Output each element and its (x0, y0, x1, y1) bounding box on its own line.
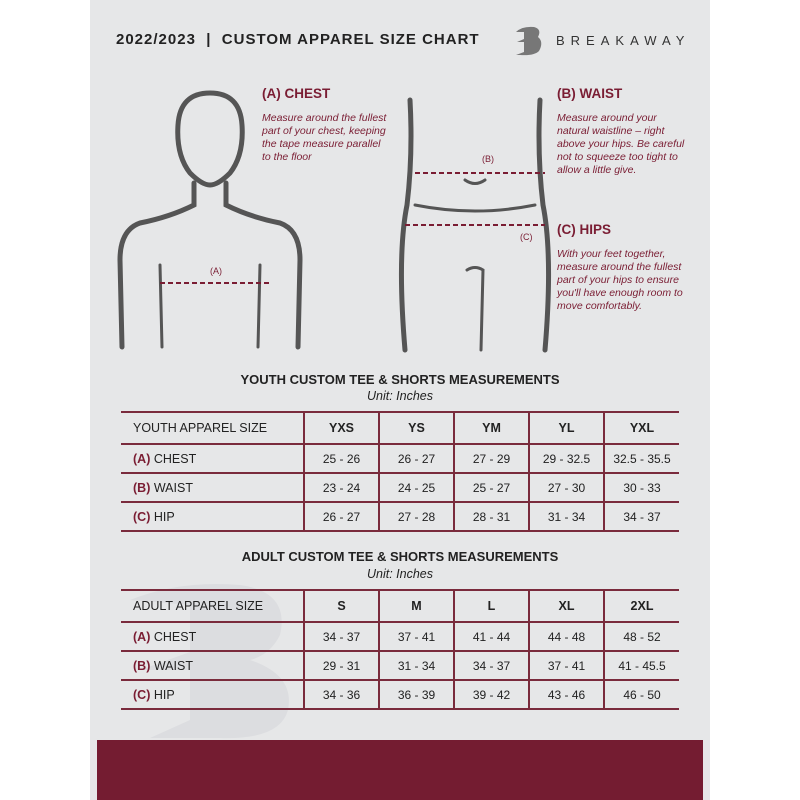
measurement-letter: (C) (133, 687, 151, 702)
header-row: ADULT APPAREL SIZE S M L XL 2XL (121, 589, 679, 623)
measurement-label: (A) CHEST (121, 443, 304, 474)
measurement-value: 46 - 50 (603, 679, 679, 710)
measurement-value: 25 - 26 (303, 443, 379, 474)
measurement-value: 41 - 44 (453, 621, 529, 652)
measurement-name: HIP (153, 687, 175, 702)
size-header: YXS (303, 411, 379, 445)
hips-description: With your feet together, measure around … (557, 248, 683, 312)
size-header: YXL (603, 411, 679, 445)
table-row: (B) WAIST 23 - 24 24 - 25 25 - 27 27 - 30 30 … (121, 472, 679, 503)
measurement-label: (A) CHEST (121, 621, 304, 652)
measurement-label: (C) HIP (121, 501, 304, 532)
size-label: YOUTH APPAREL SIZE (121, 411, 304, 445)
table-row: (A) CHEST 25 - 26 26 - 27 27 - 29 29 - 32.5 3… (121, 443, 679, 474)
size-header: S (303, 589, 379, 623)
measurement-letter: (B) (133, 480, 151, 495)
measurement-value: 43 - 46 (528, 679, 604, 710)
measurement-value: 32.5 - 35.5 (603, 443, 679, 474)
measurement-value: 34 - 37 (453, 650, 529, 681)
measurement-value: 23 - 24 (303, 472, 379, 503)
youth-size-table: YOUTH APPAREL SIZE YXS YS YM YL YXL (A) CHEST 2… (121, 411, 679, 532)
measurement-value: 29 - 31 (303, 650, 379, 681)
measurement-name: WAIST (153, 658, 193, 673)
measurement-value: 34 - 37 (603, 501, 679, 532)
measurement-label: (B) WAIST (121, 650, 304, 681)
measurement-letter: (B) (133, 658, 151, 673)
measurement-value: 31 - 34 (528, 501, 604, 532)
footer-band (97, 740, 703, 800)
measurement-name: CHEST (153, 629, 197, 644)
adult-table-title: ADULT CUSTOM TEE & SHORTS MEASUREMENTS (241, 549, 559, 564)
measurement-value: 41 - 45.5 (603, 650, 679, 681)
table-row: (B) WAIST 29 - 31 31 - 34 34 - 37 37 - 41 41 … (121, 650, 679, 681)
header-row: YOUTH APPAREL SIZE YXS YS YM YL YXL (121, 411, 679, 445)
size-header: YM (453, 411, 529, 445)
measurement-value: 25 - 27 (453, 472, 529, 503)
measurement-value: 34 - 37 (303, 621, 379, 652)
measurement-value: 24 - 25 (378, 472, 454, 503)
brand-name: BREAKAWAY (556, 33, 691, 48)
chest-heading: (A) CHEST (262, 86, 331, 101)
measurement-value: 29 - 32.5 (528, 443, 604, 474)
size-label: ADULT APPAREL SIZE (121, 589, 304, 623)
measurement-letter: (C) (133, 509, 151, 524)
measurement-value: 37 - 41 (378, 621, 454, 652)
hips-marker: (C) (520, 232, 533, 242)
measurement-label: (C) HIP (121, 679, 304, 710)
measurement-value: 27 - 28 (378, 501, 454, 532)
measurement-letter: (A) (133, 629, 151, 644)
measurement-value: 27 - 29 (453, 443, 529, 474)
hips-heading: (C) HIPS (557, 222, 611, 237)
measurement-name: CHEST (153, 451, 197, 466)
measurement-value: 36 - 39 (378, 679, 454, 710)
waist-marker: (B) (482, 154, 494, 164)
page-title: 2022/2023 | CUSTOM APPAREL SIZE CHART (116, 31, 480, 48)
measurement-value: 26 - 27 (378, 443, 454, 474)
chest-marker: (A) (210, 266, 222, 276)
waist-hips-figure-illustration (398, 97, 552, 353)
youth-table-title: YOUTH CUSTOM TEE & SHORTS MEASUREMENTS (240, 372, 560, 387)
measurement-name: WAIST (153, 480, 193, 495)
chest-figure-illustration (117, 90, 303, 350)
size-header: L (453, 589, 529, 623)
measurement-value: 37 - 41 (528, 650, 604, 681)
size-header: 2XL (603, 589, 679, 623)
measurement-value: 27 - 30 (528, 472, 604, 503)
measurement-letter: (A) (133, 451, 151, 466)
measurement-value: 34 - 36 (303, 679, 379, 710)
measurement-value: 28 - 31 (453, 501, 529, 532)
measurement-value: 44 - 48 (528, 621, 604, 652)
youth-table-unit: Unit: Inches (366, 389, 433, 403)
waist-description: Measure around your natural waistline – … (557, 112, 685, 176)
breakaway-logo-icon (516, 26, 542, 56)
size-header: M (378, 589, 454, 623)
chest-description: Measure around the fullest part of your … (262, 112, 387, 163)
waist-heading: (B) WAIST (557, 86, 623, 101)
size-header: YS (378, 411, 454, 445)
measurement-value: 31 - 34 (378, 650, 454, 681)
size-header: YL (528, 411, 604, 445)
measurement-label: (B) WAIST (121, 472, 304, 503)
measurement-value: 48 - 52 (603, 621, 679, 652)
adult-size-table: ADULT APPAREL SIZE S M L XL 2XL (A) CHEST 34 - … (121, 589, 679, 710)
measurement-name: HIP (153, 509, 175, 524)
measurement-value: 39 - 42 (453, 679, 529, 710)
table-row: (C) HIP 26 - 27 27 - 28 28 - 31 31 - 34 34 - … (121, 501, 679, 532)
size-header: XL (528, 589, 604, 623)
table-row: (A) CHEST 34 - 37 37 - 41 41 - 44 44 - 48 48 … (121, 621, 679, 652)
measurement-value: 30 - 33 (603, 472, 679, 503)
measurement-value: 26 - 27 (303, 501, 379, 532)
table-row: (C) HIP 34 - 36 36 - 39 39 - 42 43 - 46 46 - … (121, 679, 679, 710)
adult-table-unit: Unit: Inches (366, 567, 433, 581)
